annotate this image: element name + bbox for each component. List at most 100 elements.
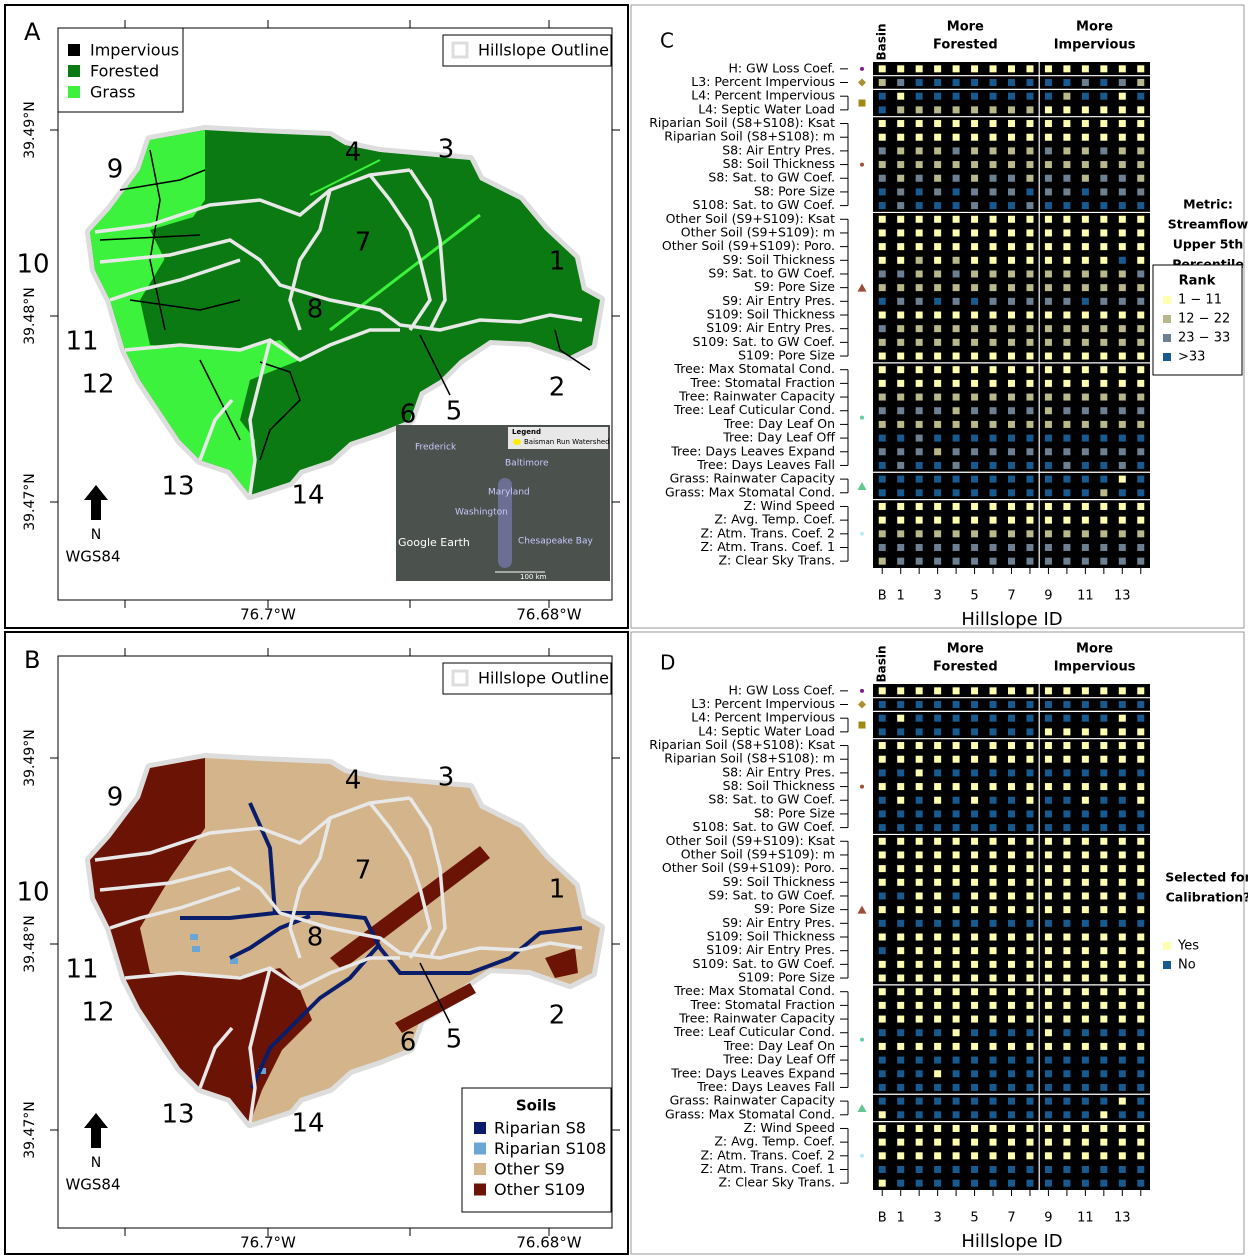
heatmap-cell [1044, 65, 1052, 73]
heatmap-cell [1100, 933, 1108, 941]
basin-label: Basin [875, 23, 889, 60]
heatmap-cell [1137, 284, 1145, 292]
heatmap-cell [934, 243, 942, 251]
heatmap-cell [952, 448, 960, 456]
heatmap-cell [1044, 516, 1052, 524]
heatmap-cell [915, 407, 923, 415]
heatmap-cell [1137, 1165, 1145, 1173]
heatmap-cell [1044, 215, 1052, 223]
heatmap-cell [989, 824, 997, 832]
legend-swatch [1163, 315, 1171, 323]
impervious-road [99, 234, 201, 241]
heatmap-cell [878, 1165, 886, 1173]
heatmap-cell [989, 434, 997, 442]
heatmap-cell [971, 366, 979, 374]
heatmap-cell [1026, 284, 1034, 292]
heatmap-cell [989, 393, 997, 401]
heatmap-cell [1100, 906, 1108, 914]
heatmap-cell [1118, 352, 1126, 360]
heatmap-cell [1100, 1015, 1108, 1023]
hillslope-label: 14 [291, 1109, 324, 1139]
heatmap-cell [1118, 475, 1126, 483]
heatmap-cell [1118, 892, 1126, 900]
heatmap-cell [1008, 824, 1015, 832]
heatmap-cell [989, 933, 997, 941]
heatmap-cell [1008, 810, 1015, 818]
heatmap-cell [934, 311, 942, 319]
legend-label: >33 [1178, 350, 1205, 365]
hillslope-label: 4 [345, 766, 362, 796]
heatmap-cell [1044, 352, 1052, 360]
heatmap-cell [989, 1165, 997, 1173]
row-label: Z: Wind Speed [744, 498, 835, 513]
heatmap-cell [952, 434, 960, 442]
heatmap-cell [934, 461, 942, 469]
heatmap-cell [1026, 325, 1034, 333]
hillslope-outline [198, 1026, 234, 1089]
heatmap-cell [1081, 701, 1089, 709]
heatmap-cell [989, 783, 997, 791]
heatmap-cell [952, 728, 960, 736]
hillslope-label: 14 [291, 481, 324, 511]
heatmap-cell [1081, 783, 1089, 791]
heatmap-cell [1026, 1001, 1034, 1009]
row-label: S8: Soil Thickness [723, 778, 835, 793]
heatmap-cell [1008, 461, 1015, 469]
heatmap-cell [878, 837, 886, 845]
heatmap-cell [878, 120, 886, 128]
heatmap-cell [952, 988, 960, 996]
heatmap-cell [915, 188, 923, 196]
heatmap-cell [1100, 489, 1108, 497]
heatmap-cell [934, 256, 942, 264]
heatmap-cell [934, 824, 942, 832]
heatmap-cell [934, 106, 942, 114]
heatmap-cell [971, 865, 979, 873]
heatmap-cell [915, 1138, 923, 1146]
heatmap-cell [1063, 530, 1071, 538]
heatmap-cell [1100, 243, 1108, 251]
heatmap-cell [1137, 92, 1145, 100]
heatmap-cell [1008, 379, 1015, 387]
group-symbol [860, 415, 864, 420]
heatmap-cell [934, 769, 942, 777]
outline-legend-box [442, 662, 612, 695]
heatmap-cell [1137, 297, 1145, 305]
heatmap-cell [1081, 530, 1089, 538]
row-label: L3: Percent Impervious [691, 74, 835, 89]
group-symbol [860, 784, 864, 789]
heatmap-cell [897, 352, 905, 360]
heatmap-cell [915, 919, 923, 927]
heatmap-cell [934, 755, 942, 763]
heatmap-cell [1118, 120, 1126, 128]
heatmap-cell [1118, 1152, 1126, 1160]
legend-title: Soils [516, 1097, 556, 1115]
heatmap-cell [1008, 878, 1015, 886]
heatmap-cell [1118, 1179, 1126, 1187]
heatmap-cell [952, 188, 960, 196]
group-label: Impervious [1054, 38, 1136, 53]
heatmap-cell [1063, 202, 1071, 210]
row-label: Z: Avg. Temp. Coef. [714, 512, 835, 527]
heatmap-cell [989, 1111, 997, 1119]
heatmap-cell [1026, 933, 1034, 941]
heatmap-cell [1026, 1042, 1034, 1050]
heatmap-cell [1100, 65, 1108, 73]
heatmap-cell [897, 229, 905, 237]
heatmap-cell [1081, 366, 1089, 374]
heatmap-cell [971, 1152, 979, 1160]
heatmap-cell [1137, 502, 1145, 510]
heatmap-cell [1081, 475, 1089, 483]
row-label: H: GW Loss Coef. [728, 60, 835, 75]
heatmap-cell [1044, 783, 1052, 791]
heatmap-cell [989, 878, 997, 886]
heatmap-cell [915, 133, 923, 141]
heatmap-cell [915, 557, 923, 565]
row-label: S109: Soil Thickness [707, 307, 835, 322]
heatmap-cell [934, 1124, 942, 1132]
heatmap-cell [1137, 947, 1145, 955]
row-label: Tree: Stomatal Fraction [690, 997, 835, 1012]
heatmap-cell [878, 461, 886, 469]
heatmap-cell [1026, 742, 1034, 750]
heatmap-cell [1081, 229, 1089, 237]
group-symbol [860, 1037, 864, 1042]
